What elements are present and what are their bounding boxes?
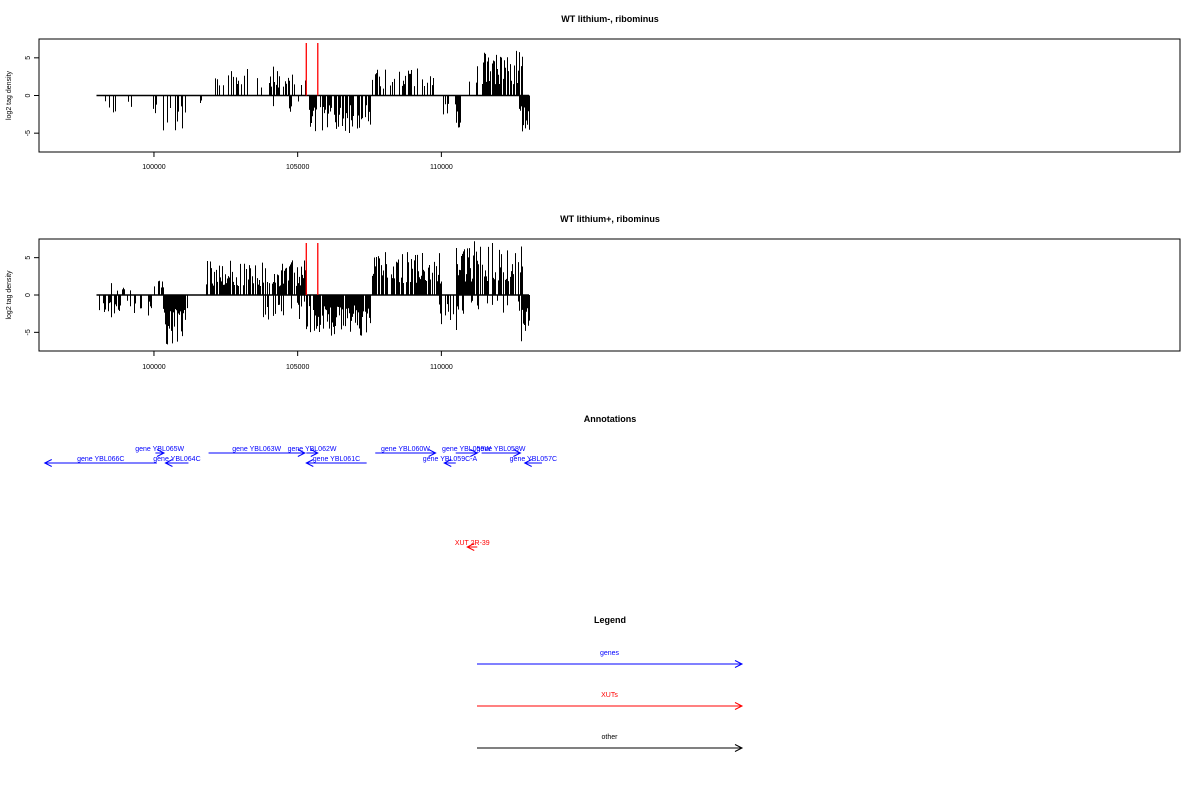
arrow-head-icon	[734, 702, 744, 710]
arrow-head-icon	[164, 459, 173, 467]
x-tick-label: 100000	[142, 364, 165, 371]
legend-title: Legend	[594, 615, 626, 625]
x-tick-label: 105000	[286, 164, 309, 171]
annotation-label: gene YBL059W	[442, 446, 491, 453]
track-panel-1: WT lithium-, ribominus log2 tag density -5…	[6, 14, 1181, 171]
annotation-gene-ybl062w: gene YBL062W	[288, 446, 337, 457]
arrow-head-icon	[310, 449, 319, 457]
annotation-label: gene YBL060W	[381, 446, 430, 453]
arrow-head-icon	[43, 459, 52, 467]
annotation-label: gene YBL066C	[77, 456, 124, 463]
annotation-label: gene YBL065W	[135, 446, 184, 453]
y-tick-label: 0	[25, 93, 32, 97]
annotation-gene-ybl065w: gene YBL065W	[135, 446, 185, 457]
track-panel-2: WT lithium+, ribominus log2 tag density -5…	[6, 214, 1181, 371]
annotation-gene-ybl057c: gene YBL057C	[510, 456, 557, 467]
legend-item-other: other	[477, 734, 744, 752]
legend-label: XUTs	[601, 692, 618, 699]
legend-item-genes: genes	[477, 650, 744, 668]
annotation-gene-ybl059c-a: gene YBL059C-A	[423, 456, 478, 467]
legend-item-xuts: XUTs	[477, 692, 744, 710]
arrow-head-icon	[513, 449, 522, 457]
y-tick-label: -5	[25, 329, 32, 335]
arrow-head-icon	[428, 449, 437, 457]
annotation-gene-ybl058w: gene YBL058W	[477, 446, 526, 457]
annotation-gene-ybl064c: gene YBL064C	[153, 456, 201, 467]
annotation-label: gene YBL064C	[153, 456, 200, 463]
arrow-head-icon	[156, 449, 166, 457]
annotation-label: gene YBL057C	[510, 456, 557, 463]
y-axis-label: log2 tag density	[6, 70, 13, 120]
signal-bars	[99, 241, 530, 345]
arrow-head-icon	[305, 459, 314, 467]
panel-title: WT lithium-, ribominus	[561, 14, 659, 24]
legend-label: other	[602, 734, 619, 741]
annotation-gene-ybl061c: gene YBL061C	[305, 456, 367, 467]
legend: Legend genes XUTs other	[477, 615, 744, 752]
annotation-gene-ybl066c: gene YBL066C	[43, 456, 157, 467]
arrow-head-icon	[734, 660, 744, 668]
annotation-gene-ybl059w: gene YBL059W	[442, 446, 491, 457]
y-tick-label: 5	[25, 256, 32, 260]
y-tick-label: 5	[25, 56, 32, 60]
arrow-head-icon	[443, 459, 452, 467]
annotation-xut-2r-39: XUT 2R-39	[455, 540, 490, 551]
annotation-gene-ybl060w: gene YBL060W	[375, 446, 437, 457]
arrow-head-icon	[297, 449, 306, 457]
y-axis-label: log2 tag density	[6, 270, 13, 320]
annotation-label: gene YBL061C	[313, 456, 360, 463]
arrow-head-icon	[734, 744, 744, 752]
annotation-label: XUT 2R-39	[455, 540, 490, 547]
annotations-title: Annotations	[584, 414, 637, 424]
annotation-gene-ybl063w: gene YBL063W	[208, 446, 306, 457]
arrow-head-icon	[470, 449, 479, 457]
arrow-head-icon	[466, 543, 475, 551]
y-tick-label: -5	[25, 130, 32, 136]
arrow-head-icon	[523, 459, 532, 467]
x-tick-label: 100000	[142, 164, 165, 171]
y-tick-label: 0	[25, 293, 32, 297]
annotations-track: Annotations gene YBL066C gene YBL065W gene …	[43, 414, 637, 551]
x-tick-label: 110000	[430, 364, 453, 371]
panel-title: WT lithium+, ribominus	[560, 214, 660, 224]
signal-bars	[105, 50, 530, 133]
annotation-label: gene YBL059C-A	[423, 456, 478, 463]
annotation-label: gene YBL062W	[288, 446, 337, 453]
legend-label: genes	[600, 650, 620, 657]
x-tick-label: 110000	[430, 164, 453, 171]
x-tick-label: 105000	[286, 364, 309, 371]
annotation-label: gene YBL063W	[232, 446, 281, 453]
annotation-label: gene YBL058W	[477, 446, 526, 453]
